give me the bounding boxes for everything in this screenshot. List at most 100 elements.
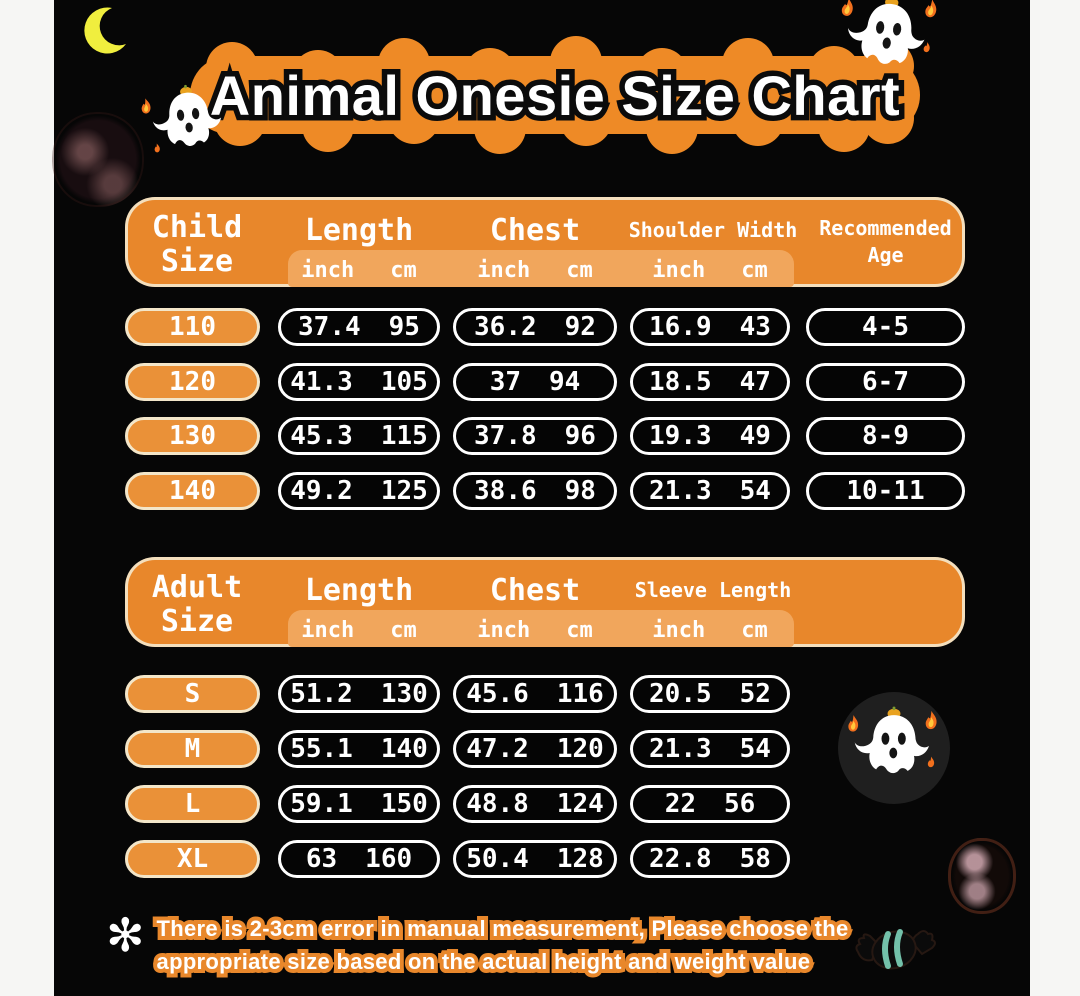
inch-value: 59.1 (290, 789, 353, 819)
chest-cell: 45.6 116 (453, 675, 617, 713)
footnote-line2-text: appropriate size based on the actual hei… (156, 949, 811, 974)
cm-value: 160 (365, 844, 413, 874)
column-header-sleeve-length: Sleeve Length (634, 578, 792, 602)
cm-value: 120 (556, 734, 604, 764)
table-row: 130 45.3 115 37.8 96 19.3 49 8-9 (125, 417, 965, 455)
page-title: Animal Onesie Size Chart (209, 63, 901, 127)
size-header-line1: Adult (151, 570, 243, 605)
chest-cell: 37 94 (453, 362, 617, 401)
inch-value: 20.5 (649, 679, 712, 709)
inch-value: 37.4 (298, 312, 361, 342)
cm-value: 47 (739, 366, 771, 397)
cm-value: 140 (380, 734, 428, 764)
size-header-line1: Child (151, 210, 243, 245)
cm-value: 54 (739, 475, 771, 506)
size-cell: 110 (125, 308, 260, 346)
cm-value: 96 (564, 421, 596, 451)
inch-value: 55.1 (290, 734, 353, 764)
sleeve-cell: 21.3 54 (630, 730, 790, 768)
column-header-chest: Chest (489, 573, 581, 608)
footnote-line-1: There is 2-3cm error in manual measureme… (153, 912, 853, 945)
age-value: 4-5 (862, 312, 909, 342)
unit-cm-label: cm (566, 617, 593, 643)
ghost-badge (838, 692, 950, 804)
size-header-line2: Size (160, 604, 234, 639)
size-cell: XL (125, 840, 260, 878)
inch-value: 63 (305, 844, 338, 874)
ghost-icon (841, 0, 937, 64)
child-size-table: Child Size Length Chest Shoulder Width R… (125, 197, 965, 512)
adult-size-table: Adult Size Length Chest Sleeve Length in… (125, 557, 965, 882)
shoulder-cell: 18.5 47 (630, 362, 790, 401)
age-cell: 8-9 (806, 417, 965, 455)
inch-value: 45.3 (290, 421, 353, 451)
chest-units: inch cm (453, 615, 617, 645)
inch-value: 50.4 (466, 844, 529, 874)
candy-icon (855, 929, 936, 970)
cm-value: 54 (739, 734, 771, 764)
child-table-rows: 110 37.4 95 36.2 92 16.9 43 4-5 120 41.3 105… (125, 308, 965, 510)
age-cell: 4-5 (806, 308, 965, 346)
shoulder-cell: 19.3 49 (630, 417, 790, 455)
sleeve-cell: 22 56 (630, 785, 790, 823)
size-cell: 120 (125, 362, 260, 401)
unit-cm-label: cm (741, 257, 768, 283)
inch-value: 47.2 (466, 734, 529, 764)
cm-value: 98 (564, 475, 596, 506)
age-header-line1: Recommended (819, 216, 952, 240)
table-row: 120 41.3 105 37 94 18.5 47 6-7 (125, 362, 965, 401)
column-header-length: Length (304, 573, 414, 608)
unit-inch-label: inch (652, 617, 706, 643)
table-row: L 59.1 150 48.8 124 22 56 (125, 785, 965, 823)
table-row: S 51.2 130 45.6 116 20.5 52 (125, 675, 965, 713)
pumpkin-icon (948, 838, 1016, 914)
length-cell: 59.1 150 (278, 785, 440, 823)
length-cell: 45.3 115 (278, 417, 440, 455)
cm-value: 150 (380, 789, 428, 819)
footnote-line-2: appropriate size based on the actual hei… (153, 945, 849, 978)
adult-table-header: Adult Size Length Chest Sleeve Length in… (125, 557, 965, 647)
unit-inch-label: inch (652, 257, 706, 283)
age-header-line2: Age (867, 243, 904, 267)
adult-table-rows: S 51.2 130 45.6 116 20.5 52 M 55.1 140 47.2 1… (125, 675, 965, 878)
inch-value: 18.5 (649, 366, 712, 397)
age-value: 10-11 (846, 475, 925, 506)
cm-value: 105 (380, 366, 428, 397)
chest-cell: 47.2 120 (453, 730, 617, 768)
cm-value: 52 (739, 679, 771, 709)
chest-units: inch cm (453, 255, 617, 285)
column-header-shoulder-width: Shoulder Width (628, 218, 798, 242)
child-table-header: Child Size Length Chest Shoulder Width R… (125, 197, 965, 287)
inch-value: 22 (664, 789, 696, 819)
unit-inch-label: inch (477, 257, 531, 283)
inch-value: 37.8 (474, 421, 537, 451)
inch-value: 21.3 (649, 734, 712, 764)
age-cell: 6-7 (806, 362, 965, 401)
cm-value: 130 (380, 679, 428, 709)
table-row: M 55.1 140 47.2 120 21.3 54 (125, 730, 965, 768)
column-header-child-size: Child Size (128, 211, 266, 279)
size-header-line2: Size (160, 244, 234, 279)
cm-value: 124 (556, 789, 604, 819)
table-row: 110 37.4 95 36.2 92 16.9 43 4-5 (125, 308, 965, 346)
footnote-line1-text: There is 2-3cm error in manual measureme… (156, 916, 849, 941)
inch-value: 41.3 (290, 366, 353, 397)
age-value: 6-7 (862, 366, 909, 397)
age-value: 8-9 (862, 421, 909, 451)
cm-value: 95 (388, 312, 420, 342)
size-cell: 140 (125, 471, 260, 510)
chest-cell: 36.2 92 (453, 308, 617, 346)
column-header-adult-size: Adult Size (128, 571, 266, 639)
length-units: inch cm (278, 615, 440, 645)
sleeve-cell: 22.8 58 (630, 840, 790, 878)
page-title-outline: Animal Onesie Size Chart (204, 58, 905, 132)
length-cell: 49.2 125 (278, 471, 440, 510)
age-cell: 10-11 (806, 471, 965, 510)
length-units: inch cm (278, 255, 440, 285)
inch-value: 36.2 (474, 312, 537, 342)
ghost-icon (848, 706, 937, 774)
length-cell: 41.3 105 (278, 362, 440, 401)
title-banner: Animal Onesie Size Chart Animal Onesie S… (190, 42, 920, 146)
table-row: XL 63 160 50.4 128 22.8 58 (125, 840, 965, 878)
